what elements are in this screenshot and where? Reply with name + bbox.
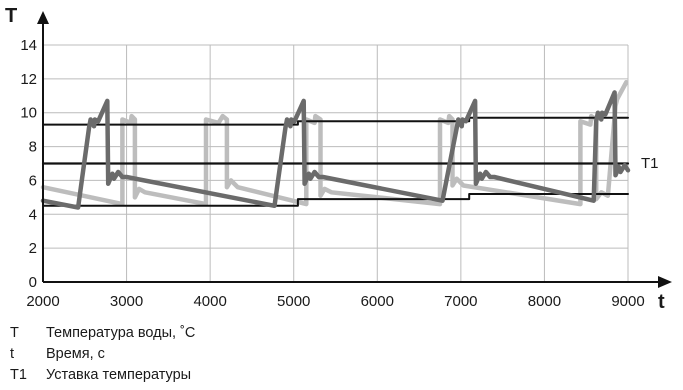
series-line-4 [40, 90, 631, 210]
x-tick-label: 4000 [193, 293, 226, 310]
t1-series-label: T1 [641, 155, 659, 172]
x-axis-arrow [658, 276, 672, 288]
x-tick-label: 6000 [361, 293, 394, 310]
x-tick-label: 3000 [110, 293, 143, 310]
legend-symbol: T [10, 324, 19, 341]
tick-labels: 0 2 4 6 8 10 12 14 2000 3000 4000 5000 6000 7000 8000 9… [20, 37, 644, 310]
x-tick-label: 9000 [611, 293, 644, 310]
y-tick-label: 0 [29, 274, 37, 291]
legend-symbol: t [10, 345, 15, 362]
x-tick-label: 5000 [277, 293, 310, 310]
series-group [40, 79, 631, 210]
legend-text: Время, с [46, 345, 105, 362]
legend-item: T Температура воды, ˚C [10, 322, 195, 343]
x-tick-label: 7000 [444, 293, 477, 310]
legend-item: T1 Уставка температуры [10, 364, 195, 385]
y-tick-label: 12 [20, 71, 37, 88]
chart: 0 2 4 6 8 10 12 14 2000 3000 4000 5000 6000 7000 8000 9… [5, 5, 672, 313]
legend-item: t Время, с [10, 343, 195, 364]
y-axis-title: T [5, 5, 17, 27]
y-axis-arrow [37, 11, 49, 24]
series-line-1 [42, 116, 629, 126]
y-tick-label: 10 [20, 105, 37, 122]
legend: T Температура воды, ˚C t Время, с T1 Уст… [10, 322, 195, 385]
x-axis-title: t [658, 291, 665, 313]
y-tick-label: 8 [29, 139, 37, 156]
x-tick-label: 2000 [26, 293, 59, 310]
y-tick-label: 14 [20, 37, 37, 54]
axes [37, 11, 672, 288]
legend-text: Температура воды, ˚C [46, 324, 196, 341]
series-line-2 [42, 193, 629, 207]
y-tick-label: 4 [29, 206, 37, 223]
legend-symbol: T1 [10, 366, 27, 383]
x-tick-label: 8000 [528, 293, 561, 310]
y-tick-label: 6 [29, 172, 37, 189]
legend-text: Уставка температуры [46, 366, 192, 383]
y-tick-label: 2 [29, 240, 37, 257]
